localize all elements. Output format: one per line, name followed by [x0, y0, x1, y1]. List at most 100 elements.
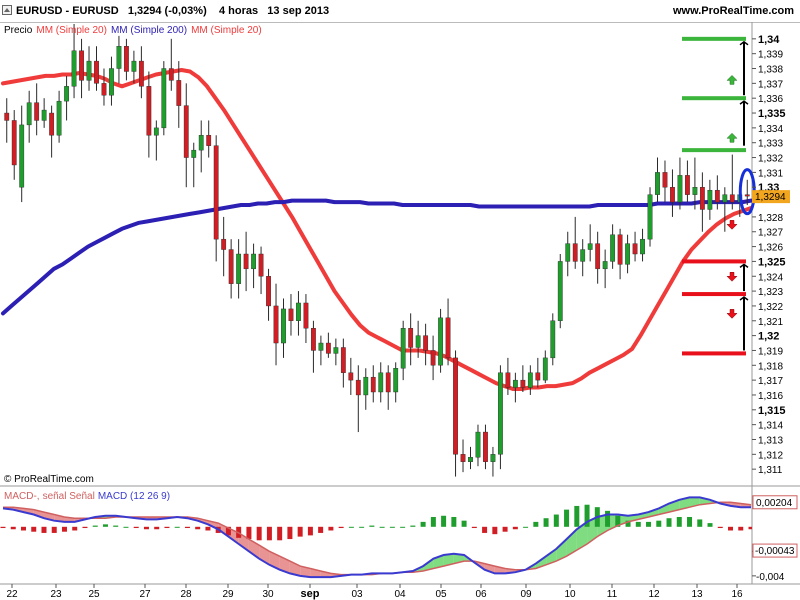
macd-histogram-bar — [338, 526, 344, 529]
candle — [94, 46, 99, 91]
candle — [655, 157, 660, 203]
candle — [206, 120, 212, 158]
resistance-level — [682, 96, 746, 101]
macd-fill-segment — [576, 521, 588, 551]
candle — [131, 50, 137, 84]
macd-histogram-bar — [92, 525, 98, 527]
candle — [453, 350, 458, 477]
macd-fill-segment — [443, 553, 454, 567]
candle — [662, 160, 668, 203]
site-url[interactable]: www.ProRealTime.com — [672, 5, 794, 17]
macd-histogram-bar — [615, 515, 621, 527]
macd-fill-segment — [494, 566, 506, 574]
macd-plot — [0, 496, 752, 579]
macd-value-marker — [752, 495, 798, 510]
price-axis-label: 1,318 — [758, 361, 783, 372]
macd-histogram-bar — [553, 514, 559, 527]
macd-histogram-bar — [72, 526, 78, 531]
macd-histogram-bar — [635, 521, 641, 527]
macd-histogram-bar — [51, 526, 57, 533]
macd-histogram-bar — [154, 526, 160, 530]
candle — [699, 172, 705, 232]
candle — [460, 439, 466, 473]
level-arrow-head — [739, 40, 749, 46]
moving-averages — [1, 68, 752, 391]
macd-hist-marker — [752, 543, 798, 558]
time-axis-label: 22 — [6, 589, 18, 600]
macd-histogram-bar — [318, 526, 324, 533]
candle — [640, 228, 645, 262]
candle — [243, 231, 249, 292]
macd-fill-segment — [679, 497, 690, 510]
candle — [438, 308, 443, 373]
candle — [632, 231, 638, 262]
macd-histogram-bar — [564, 509, 570, 527]
macd-fill-segment — [218, 523, 229, 537]
macd-histogram-bar — [707, 523, 713, 527]
candle — [520, 365, 526, 392]
macd-fill-segment — [320, 570, 331, 578]
candle — [363, 368, 369, 410]
candle — [572, 216, 578, 269]
macd-fill-segment — [658, 503, 670, 515]
down-arrow-icon — [726, 309, 738, 319]
macd-histogram-bar — [20, 526, 26, 531]
macd-histogram-bar — [113, 525, 119, 527]
candle — [198, 120, 204, 173]
macd-histogram-bar — [512, 526, 518, 530]
chart-menu-icon[interactable] — [2, 5, 12, 15]
support-level — [682, 351, 746, 356]
candle — [602, 249, 608, 289]
candle — [41, 98, 47, 128]
candle — [490, 446, 496, 477]
candle — [4, 98, 10, 143]
macd-histogram-bar — [646, 521, 652, 527]
candle — [625, 234, 630, 274]
macd-histogram-bar — [738, 526, 744, 531]
support-level — [682, 259, 746, 264]
macd-histogram-bar — [256, 526, 262, 541]
candle — [580, 239, 586, 277]
macd-value-label: 0,00204 — [756, 498, 793, 509]
time-axis-label: 04 — [394, 589, 406, 600]
last-price-label: 1,3294 — [755, 192, 786, 203]
macd-fill-segment — [699, 497, 711, 505]
candle — [146, 71, 152, 158]
candle — [722, 187, 728, 232]
candle — [512, 372, 518, 403]
macd-histogram-bar — [482, 526, 488, 533]
candle — [26, 90, 32, 143]
candle — [258, 246, 264, 295]
candle — [318, 335, 324, 366]
macd-signal-line — [3, 501, 752, 576]
time-axis-label: 23 — [50, 589, 62, 600]
macd-histogram-bar — [656, 520, 662, 527]
macd-histogram-bar — [441, 515, 447, 527]
legend-macd-hist: MACD-, — [4, 491, 40, 502]
candle — [393, 362, 399, 403]
candle — [296, 291, 301, 336]
price-axis-label: 1,317 — [758, 376, 783, 387]
candle — [11, 110, 17, 180]
macd-histogram-bar — [133, 526, 139, 529]
price-axis-label: 1,338 — [758, 65, 783, 76]
macd-histogram-bar — [523, 526, 529, 528]
candle — [281, 298, 286, 358]
macd-histogram-bar — [184, 526, 190, 529]
macd-histogram-bar — [287, 526, 293, 540]
legend-price: Precio MM (Simple 20) MM (Simple 200) MM (S… — [4, 25, 262, 36]
price-axis-label: 1,323 — [758, 287, 783, 298]
price-axis-label: 1,316 — [758, 391, 783, 402]
candle — [670, 169, 675, 217]
price-axis-label: 1,34 — [758, 34, 780, 46]
candle — [101, 68, 107, 106]
price-axis-label: 1,314 — [758, 421, 783, 432]
time-axis-label: 25 — [88, 589, 100, 600]
candle — [116, 35, 122, 84]
candle — [729, 154, 735, 210]
macd-histogram-bar — [41, 526, 47, 533]
candle — [161, 61, 167, 136]
support-level — [682, 292, 746, 297]
